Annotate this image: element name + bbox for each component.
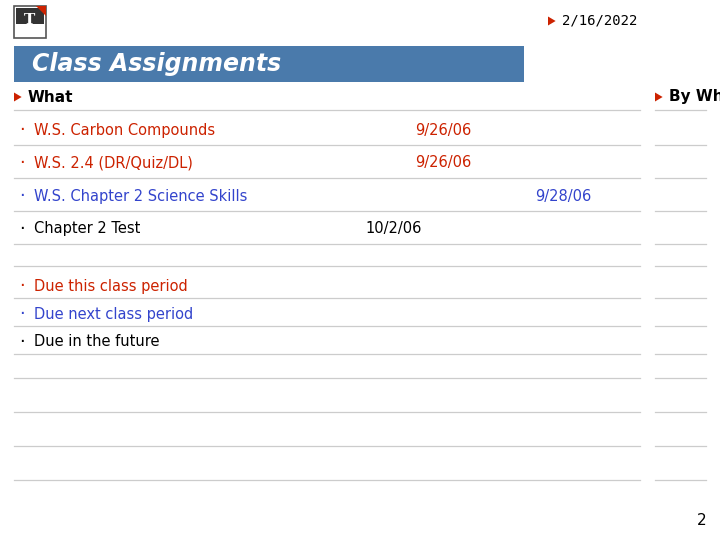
FancyBboxPatch shape [14,6,46,38]
Text: 2: 2 [696,513,706,528]
Text: What: What [28,90,73,105]
Text: W.S. 2.4 (DR/Quiz/DL): W.S. 2.4 (DR/Quiz/DL) [34,156,193,171]
Text: Class Assignments: Class Assignments [32,52,282,76]
Polygon shape [548,17,556,25]
Text: 9/26/06: 9/26/06 [415,123,472,138]
FancyBboxPatch shape [16,8,44,24]
Text: W.S. Carbon Compounds: W.S. Carbon Compounds [34,123,215,138]
Text: 2/16/2022: 2/16/2022 [562,14,637,28]
Polygon shape [36,6,46,16]
FancyBboxPatch shape [14,46,524,82]
Polygon shape [655,92,662,102]
Text: ·: · [19,305,25,323]
Text: ·: · [19,154,25,172]
Polygon shape [14,92,22,102]
Text: By When: By When [669,90,720,105]
Text: ·: · [19,121,25,139]
Text: 10/2/06: 10/2/06 [365,221,421,237]
Text: 9/28/06: 9/28/06 [535,188,591,204]
Text: ·: · [19,187,25,205]
Text: Chapter 2 Test: Chapter 2 Test [34,221,140,237]
Text: 9/26/06: 9/26/06 [415,156,472,171]
Text: T: T [24,13,35,27]
Text: W.S. Chapter 2 Science Skills: W.S. Chapter 2 Science Skills [34,188,248,204]
Text: ·: · [19,277,25,295]
Text: Due next class period: Due next class period [34,307,193,321]
Text: Due this class period: Due this class period [34,279,188,294]
Text: Due in the future: Due in the future [34,334,160,349]
Text: ·: · [19,333,25,351]
Text: ·: · [19,220,25,238]
